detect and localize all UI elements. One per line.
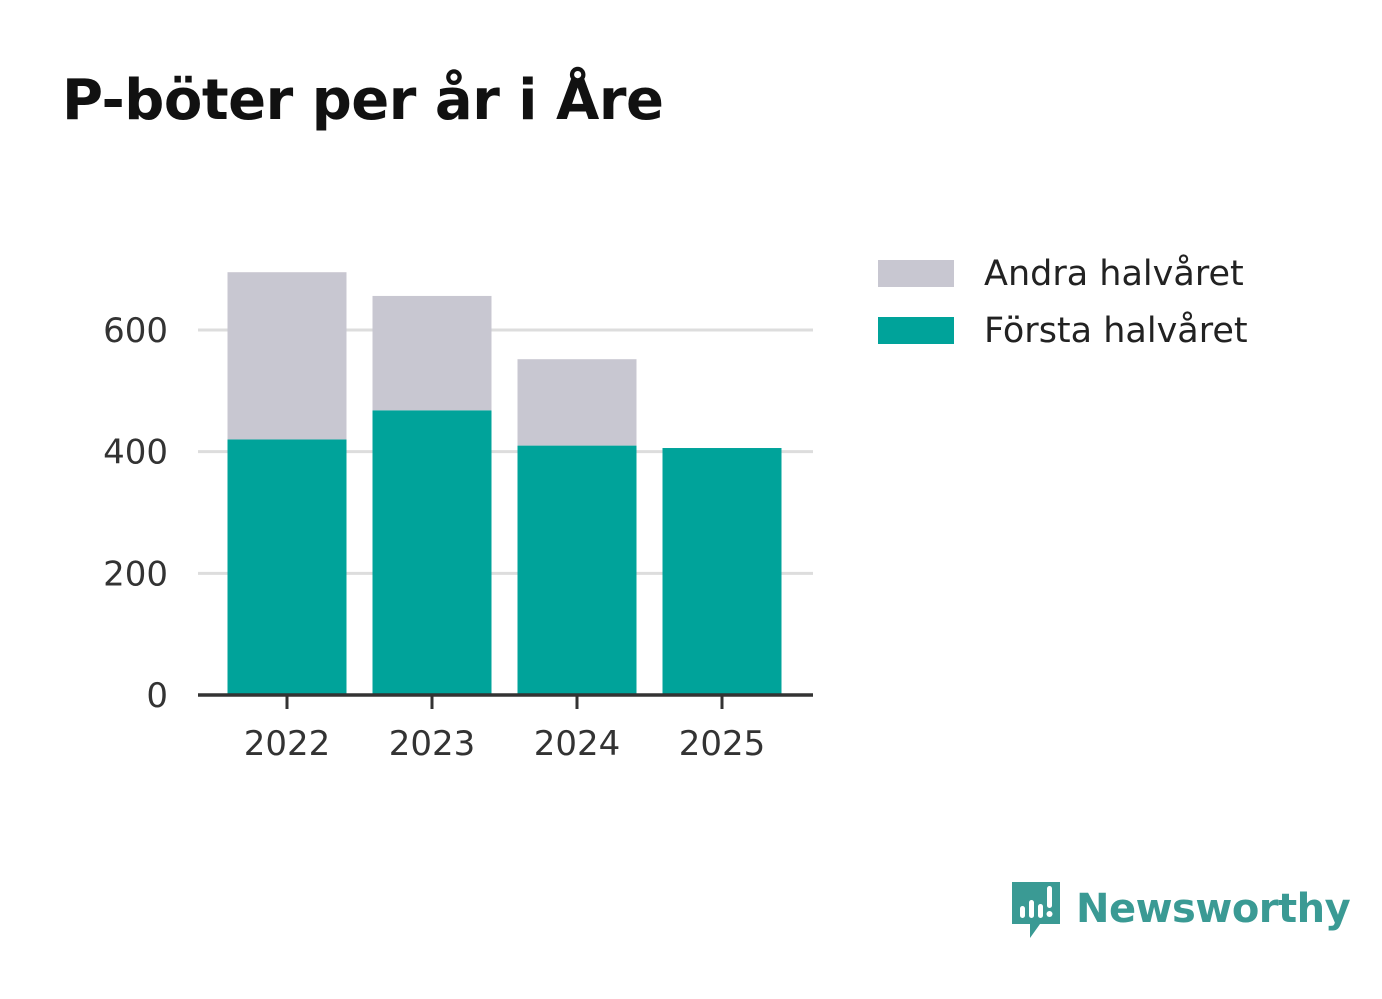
legend-label-andra: Andra halvåret: [984, 253, 1244, 294]
newsworthy-logo-icon: [1012, 882, 1060, 938]
chart-title: P-böter per år i Åre: [62, 68, 664, 133]
bar-forsta-2024: [517, 445, 637, 695]
x-tick-label-2022: 2022: [244, 724, 331, 764]
legend: Andra halvåret Första halvåret: [878, 245, 1248, 359]
x-axis-ticks: 2022 2023 2024 2025: [244, 695, 766, 764]
bar-forsta-2022: [227, 439, 347, 695]
legend-label-forsta: Första halvåret: [984, 310, 1248, 351]
bar-andra-2024: [517, 359, 637, 446]
x-tick-label-2023: 2023: [389, 724, 476, 764]
bar-andra-2023: [372, 295, 492, 411]
brand-logo: Newsworthy: [1010, 878, 1351, 940]
y-tick-label-400: 400: [103, 433, 168, 473]
y-axis-ticks: 0 200 400 600: [103, 311, 168, 716]
legend-swatch-forsta: [878, 317, 954, 344]
bar-forsta-2023: [372, 410, 492, 695]
bar-forsta-2025: [662, 448, 782, 695]
legend-item-andra: Andra halvåret: [878, 245, 1248, 302]
brand-name: Newsworthy: [1076, 886, 1351, 932]
x-tick-label-2024: 2024: [534, 724, 621, 764]
legend-swatch-andra: [878, 260, 954, 287]
legend-item-forsta: Första halvåret: [878, 302, 1248, 359]
bars: [227, 272, 782, 695]
bar-andra-2022: [227, 272, 347, 440]
y-tick-label-200: 200: [103, 554, 168, 594]
y-tick-label-0: 0: [146, 676, 168, 716]
y-tick-label-600: 600: [103, 311, 168, 351]
x-tick-label-2025: 2025: [679, 724, 766, 764]
